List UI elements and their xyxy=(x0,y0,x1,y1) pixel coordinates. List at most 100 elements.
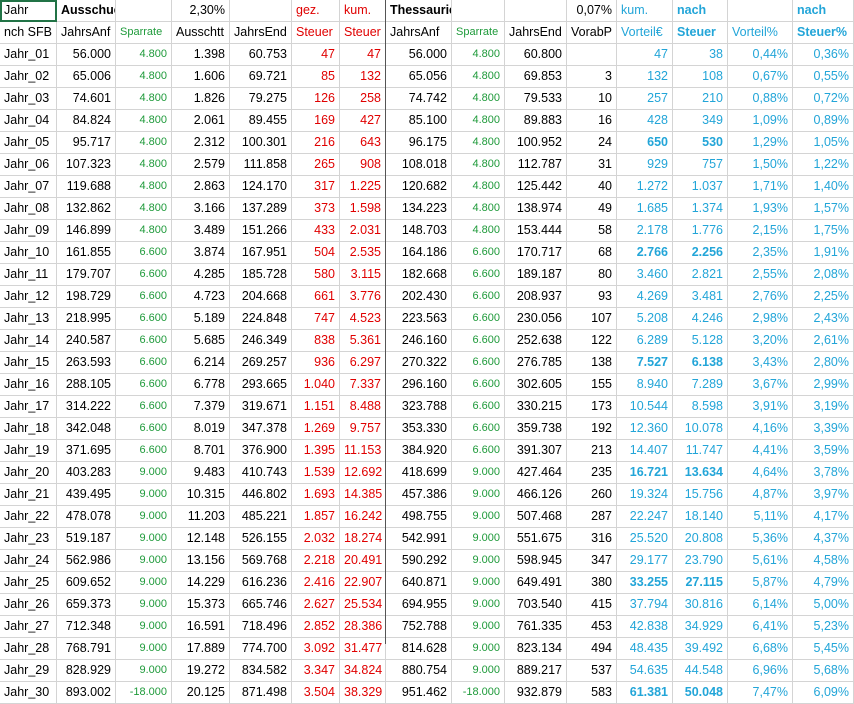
cell-sparrate-t[interactable]: 6.600 xyxy=(452,440,505,462)
cell-jahrsend-t[interactable]: 466.126 xyxy=(505,484,567,506)
cell-gez-steuer[interactable]: 936 xyxy=(292,352,340,374)
cell-gez-steuer[interactable]: 3.504 xyxy=(292,682,340,704)
cell-jahrsanf-t[interactable]: 323.788 xyxy=(386,396,452,418)
cell-ausschtt[interactable]: 20.125 xyxy=(172,682,230,704)
cell-jahrsanf-t[interactable]: 108.018 xyxy=(386,154,452,176)
cell-sparrate-a[interactable]: 4.800 xyxy=(116,176,172,198)
cell-jahrsend-t[interactable]: 276.785 xyxy=(505,352,567,374)
cell-sparrate-t[interactable]: 9.000 xyxy=(452,506,505,528)
cell-nach-steuer[interactable]: 2.821 xyxy=(673,264,728,286)
cell-jahrsanf-t[interactable]: 951.462 xyxy=(386,682,452,704)
cell-jahrsanf-t[interactable]: 223.563 xyxy=(386,308,452,330)
cell-vorteil-pct[interactable]: 1,71% xyxy=(728,176,793,198)
cell-kum-steuer[interactable]: 2.535 xyxy=(340,242,386,264)
cell-kum-steuer[interactable]: 258 xyxy=(340,88,386,110)
header2-vorabp[interactable]: VorabP xyxy=(567,22,617,44)
cell-sparrate-a[interactable]: 6.600 xyxy=(116,418,172,440)
cell-jahrsend-a[interactable]: 79.275 xyxy=(230,88,292,110)
cell-jahrsanf-t[interactable]: 74.742 xyxy=(386,88,452,110)
cell-jahrsend-t[interactable]: 153.444 xyxy=(505,220,567,242)
cell-kum-steuer[interactable]: 5.361 xyxy=(340,330,386,352)
cell-sparrate-a[interactable]: 4.800 xyxy=(116,154,172,176)
cell-vorteil-pct[interactable]: 4,41% xyxy=(728,440,793,462)
cell-vorteil-pct[interactable]: 3,67% xyxy=(728,374,793,396)
cell-ausschtt[interactable]: 13.156 xyxy=(172,550,230,572)
cell-sparrate-t[interactable]: 4.800 xyxy=(452,88,505,110)
cell-sparrate-t[interactable]: 6.600 xyxy=(452,286,505,308)
cell-jahrsanf-t[interactable]: 814.628 xyxy=(386,638,452,660)
cell-ausschtt[interactable]: 3.489 xyxy=(172,220,230,242)
cell-jahr[interactable]: Jahr_26 xyxy=(0,594,57,616)
cell-ausschtt[interactable]: 7.379 xyxy=(172,396,230,418)
cell-steuer-pct[interactable]: 2,43% xyxy=(793,308,854,330)
cell-jahrsanf-a[interactable]: 403.283 xyxy=(57,462,116,484)
header2-jahrsend-t[interactable]: JahrsEnd xyxy=(505,22,567,44)
cell-jahrsend-a[interactable]: 224.848 xyxy=(230,308,292,330)
cell-jahr[interactable]: Jahr_29 xyxy=(0,660,57,682)
cell-jahrsend-a[interactable]: 167.951 xyxy=(230,242,292,264)
cell-steuer-pct[interactable]: 2,25% xyxy=(793,286,854,308)
cell-sparrate-a[interactable]: 4.800 xyxy=(116,66,172,88)
cell-ausschtt[interactable]: 6.214 xyxy=(172,352,230,374)
cell-sparrate-t[interactable]: 9.000 xyxy=(452,550,505,572)
cell-jahr[interactable]: Jahr_04 xyxy=(0,110,57,132)
cell-sparrate-a[interactable]: 4.800 xyxy=(116,220,172,242)
cell-kum-vorteil[interactable]: 4.269 xyxy=(617,286,673,308)
cell-steuer-pct[interactable]: 5,68% xyxy=(793,660,854,682)
cell-jahrsend-t[interactable]: 889.217 xyxy=(505,660,567,682)
header2-kum-steuer[interactable]: Steuer xyxy=(340,22,386,44)
header1-vorteil-pct[interactable] xyxy=(728,0,793,22)
cell-steuer-pct[interactable]: 3,59% xyxy=(793,440,854,462)
header2-sparrate-t[interactable]: Sparrate xyxy=(452,22,505,44)
cell-ausschtt[interactable]: 16.591 xyxy=(172,616,230,638)
cell-vorteil-pct[interactable]: 5,36% xyxy=(728,528,793,550)
cell-jahr[interactable]: Jahr_28 xyxy=(0,638,57,660)
cell-kum-vorteil[interactable]: 47 xyxy=(617,44,673,66)
cell-jahrsend-a[interactable]: 246.349 xyxy=(230,330,292,352)
cell-jahrsend-t[interactable]: 427.464 xyxy=(505,462,567,484)
cell-steuer-pct[interactable]: 1,75% xyxy=(793,220,854,242)
cell-kum-steuer[interactable]: 31.477 xyxy=(340,638,386,660)
cell-kum-vorteil[interactable]: 54.635 xyxy=(617,660,673,682)
cell-jahrsanf-a[interactable]: 439.495 xyxy=(57,484,116,506)
cell-steuer-pct[interactable]: 4,37% xyxy=(793,528,854,550)
cell-gez-steuer[interactable]: 747 xyxy=(292,308,340,330)
cell-vorabp[interactable]: 173 xyxy=(567,396,617,418)
cell-vorabp[interactable]: 347 xyxy=(567,550,617,572)
cell-jahrsanf-a[interactable]: 519.187 xyxy=(57,528,116,550)
cell-nach-steuer[interactable]: 39.492 xyxy=(673,638,728,660)
cell-vorteil-pct[interactable]: 2,35% xyxy=(728,242,793,264)
cell-jahrsanf-t[interactable]: 353.330 xyxy=(386,418,452,440)
header2-jahrsanf-t[interactable]: JahrsAnf xyxy=(386,22,452,44)
cell-nach-steuer[interactable]: 34.929 xyxy=(673,616,728,638)
cell-vorabp[interactable]: 3 xyxy=(567,66,617,88)
cell-sparrate-a[interactable]: 6.600 xyxy=(116,330,172,352)
cell-kum-vorteil[interactable]: 2.178 xyxy=(617,220,673,242)
cell-kum-vorteil[interactable]: 428 xyxy=(617,110,673,132)
cell-sparrate-t[interactable]: 6.600 xyxy=(452,242,505,264)
cell-sparrate-t[interactable]: 9.000 xyxy=(452,616,505,638)
cell-nach-steuer[interactable]: 11.747 xyxy=(673,440,728,462)
cell-gez-steuer[interactable]: 2.627 xyxy=(292,594,340,616)
cell-nach-steuer[interactable]: 6.138 xyxy=(673,352,728,374)
header1-gez-steuer[interactable]: gez. xyxy=(292,0,340,22)
cell-gez-steuer[interactable]: 1.151 xyxy=(292,396,340,418)
cell-jahrsend-a[interactable]: 485.221 xyxy=(230,506,292,528)
cell-jahr[interactable]: Jahr_16 xyxy=(0,374,57,396)
cell-jahrsend-a[interactable]: 204.668 xyxy=(230,286,292,308)
cell-sparrate-t[interactable]: 6.600 xyxy=(452,418,505,440)
cell-kum-vorteil[interactable]: 5.208 xyxy=(617,308,673,330)
cell-jahrsend-a[interactable]: 100.301 xyxy=(230,132,292,154)
cell-steuer-pct[interactable]: 2,99% xyxy=(793,374,854,396)
cell-sparrate-t[interactable]: 6.600 xyxy=(452,330,505,352)
cell-jahrsanf-a[interactable]: 107.323 xyxy=(57,154,116,176)
cell-vorteil-pct[interactable]: 2,55% xyxy=(728,264,793,286)
cell-steuer-pct[interactable]: 3,97% xyxy=(793,484,854,506)
cell-nach-steuer[interactable]: 13.634 xyxy=(673,462,728,484)
cell-jahrsend-t[interactable]: 598.945 xyxy=(505,550,567,572)
cell-ausschtt[interactable]: 3.166 xyxy=(172,198,230,220)
cell-gez-steuer[interactable]: 3.347 xyxy=(292,660,340,682)
cell-steuer-pct[interactable]: 0,89% xyxy=(793,110,854,132)
cell-jahr[interactable]: Jahr_22 xyxy=(0,506,57,528)
cell-steuer-pct[interactable]: 5,00% xyxy=(793,594,854,616)
